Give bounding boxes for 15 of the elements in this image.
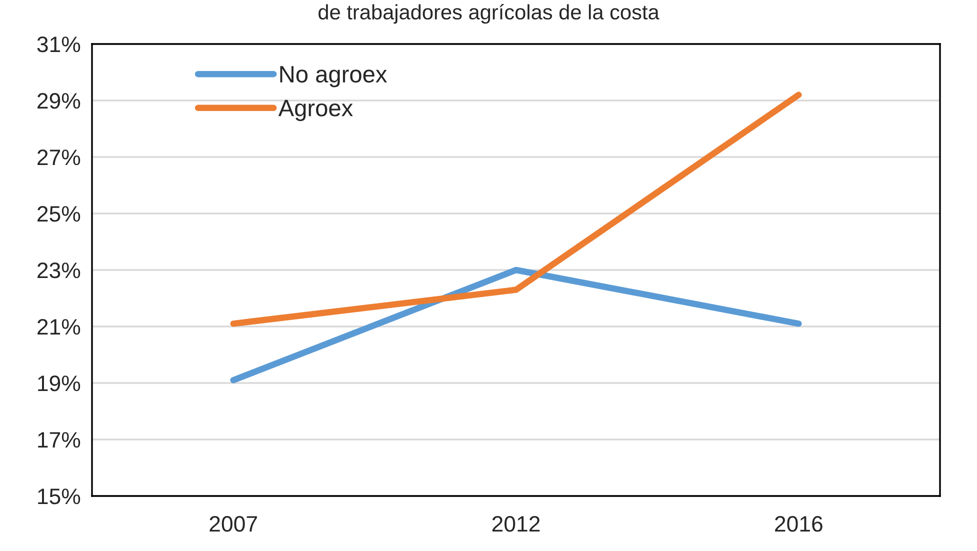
y-tick-label: 21% — [38, 319, 80, 335]
legend-label: Agroex — [278, 100, 353, 122]
legend-label: No agroex — [280, 66, 388, 88]
y-tick-label: 23% — [38, 262, 80, 278]
x-tick-label: 2007 — [210, 516, 257, 532]
y-tick-label: 15% — [38, 488, 80, 504]
y-tick-label: 29% — [38, 93, 80, 109]
y-tick-label: 25% — [38, 206, 80, 222]
chart-title: de trabajadores agrícolas de la costa — [318, 4, 660, 24]
y-tick-label: 19% — [38, 376, 80, 392]
x-tick-label: 2012 — [492, 516, 540, 532]
y-tick-label: 27% — [38, 150, 80, 166]
y-tick-label: 17% — [38, 432, 80, 448]
x-tick-label: 2016 — [775, 516, 822, 532]
y-tick-label: 31% — [37, 36, 80, 52]
